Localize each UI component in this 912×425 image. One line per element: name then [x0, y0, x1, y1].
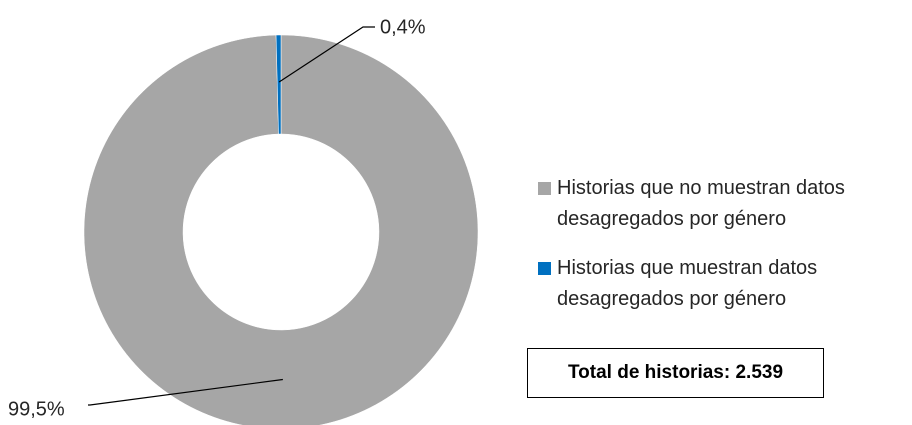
legend-swatch: [538, 262, 551, 275]
leader-line: [278, 26, 375, 83]
legend-item: Historias que no muestran datos desagreg…: [538, 173, 908, 235]
slice: [275, 34, 282, 135]
annotation: Total de historias: 2.539: [527, 348, 824, 398]
legend-swatch: [538, 182, 551, 195]
legend-item: Historias que muestran datos desagregado…: [538, 253, 908, 315]
data-label: 99,5%: [8, 398, 65, 420]
legend-label: Historias que no muestran datos desagreg…: [557, 177, 845, 230]
slice: [83, 34, 479, 425]
legend-label: Historias que muestran datos desagregado…: [557, 257, 818, 310]
leader-line: [88, 378, 283, 406]
data-label: 0,4%: [380, 16, 426, 38]
